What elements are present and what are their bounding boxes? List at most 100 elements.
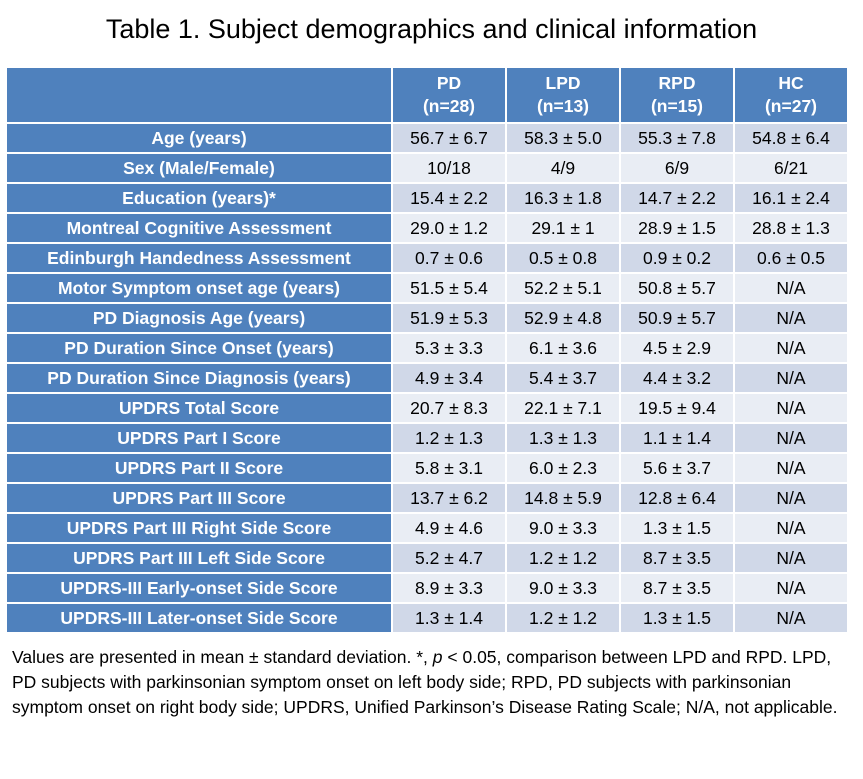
table-row: Motor Symptom onset age (years) 51.5 ± 5.…	[5, 272, 849, 304]
cell-rpd: 8.7 ± 3.5	[619, 572, 735, 604]
cell-pd: 15.4 ± 2.2	[391, 182, 507, 214]
header-rpd: RPD (n=15)	[619, 66, 735, 124]
cell-pd: 5.2 ± 4.7	[391, 542, 507, 574]
header-group-name: PD	[436, 73, 462, 93]
row-label: UPDRS Total Score	[5, 392, 393, 424]
cell-hc: N/A	[733, 332, 849, 364]
cell-lpd: 9.0 ± 3.3	[505, 512, 621, 544]
row-label: PD Duration Since Diagnosis (years)	[5, 362, 393, 394]
row-label: UPDRS Part II Score	[5, 452, 393, 484]
cell-lpd: 52.9 ± 4.8	[505, 302, 621, 334]
table-row: Education (years)* 15.4 ± 2.2 16.3 ± 1.8 14…	[5, 182, 849, 214]
row-label: Montreal Cognitive Assessment	[5, 212, 393, 244]
row-label: UPDRS Part III Right Side Score	[5, 512, 393, 544]
cell-hc: 6/21	[733, 152, 849, 184]
cell-pd: 8.9 ± 3.3	[391, 572, 507, 604]
cell-lpd: 4/9	[505, 152, 621, 184]
header-group-name: LPD	[545, 73, 581, 93]
cell-lpd: 14.8 ± 5.9	[505, 482, 621, 514]
cell-hc: N/A	[733, 482, 849, 514]
cell-hc: 0.6 ± 0.5	[733, 242, 849, 274]
cell-pd: 5.3 ± 3.3	[391, 332, 507, 364]
row-label: Age (years)	[5, 122, 393, 154]
cell-rpd: 14.7 ± 2.2	[619, 182, 735, 214]
demographics-table: PD (n=28) LPD (n=13) RPD (n=15) HC (n=27…	[5, 66, 849, 634]
cell-pd: 51.5 ± 5.4	[391, 272, 507, 304]
cell-hc: N/A	[733, 542, 849, 574]
table-title: Table 1. Subject demographics and clinic…	[105, 14, 758, 44]
cell-pd: 20.7 ± 8.3	[391, 392, 507, 424]
row-label: Edinburgh Handedness Assessment	[5, 242, 393, 274]
cell-rpd: 4.4 ± 3.2	[619, 362, 735, 394]
table-row: UPDRS Total Score 20.7 ± 8.3 22.1 ± 7.1 19.…	[5, 392, 849, 424]
cell-pd: 10/18	[391, 152, 507, 184]
header-hc: HC (n=27)	[733, 66, 849, 124]
header-group-n: (n=27)	[764, 96, 818, 116]
table-row: UPDRS-III Later-onset Side Score 1.3 ± 1.…	[5, 602, 849, 634]
table-row: PD Diagnosis Age (years) 51.9 ± 5.3 52.9 ±…	[5, 302, 849, 334]
cell-pd: 4.9 ± 3.4	[391, 362, 507, 394]
cell-pd: 51.9 ± 5.3	[391, 302, 507, 334]
cell-pd: 1.2 ± 1.3	[391, 422, 507, 454]
cell-rpd: 12.8 ± 6.4	[619, 482, 735, 514]
header-group-n: (n=15)	[650, 96, 704, 116]
table-row: UPDRS Part III Score 13.7 ± 6.2 14.8 ± 5.9…	[5, 482, 849, 514]
header-group-n: (n=28)	[422, 96, 476, 116]
cell-lpd: 1.3 ± 1.3	[505, 422, 621, 454]
cell-pd: 5.8 ± 3.1	[391, 452, 507, 484]
header-group-name: HC	[778, 73, 804, 93]
table-row: UPDRS Part III Right Side Score 4.9 ± 4.6…	[5, 512, 849, 544]
cell-pd: 0.7 ± 0.6	[391, 242, 507, 274]
row-label: Sex (Male/Female)	[5, 152, 393, 184]
table-row: PD Duration Since Onset (years) 5.3 ± 3.3…	[5, 332, 849, 364]
table-row: Age (years) 56.7 ± 6.7 58.3 ± 5.0 55.3 ± 7.…	[5, 122, 849, 154]
table-row: Montreal Cognitive Assessment 29.0 ± 1.2 2…	[5, 212, 849, 244]
cell-hc: 16.1 ± 2.4	[733, 182, 849, 214]
cell-hc: N/A	[733, 422, 849, 454]
cell-lpd: 29.1 ± 1	[505, 212, 621, 244]
cell-hc: 28.8 ± 1.3	[733, 212, 849, 244]
cell-lpd: 6.1 ± 3.6	[505, 332, 621, 364]
cell-rpd: 4.5 ± 2.9	[619, 332, 735, 364]
footnote-p-symbol: p	[432, 647, 443, 667]
cell-rpd: 5.6 ± 3.7	[619, 452, 735, 484]
cell-lpd: 22.1 ± 7.1	[505, 392, 621, 424]
cell-lpd: 1.2 ± 1.2	[505, 542, 621, 574]
header-lpd: LPD (n=13)	[505, 66, 621, 124]
cell-rpd: 8.7 ± 3.5	[619, 542, 735, 574]
cell-rpd: 28.9 ± 1.5	[619, 212, 735, 244]
cell-pd: 56.7 ± 6.7	[391, 122, 507, 154]
cell-hc: N/A	[733, 452, 849, 484]
table-row: UPDRS-III Early-onset Side Score 8.9 ± 3.…	[5, 572, 849, 604]
header-group-n: (n=13)	[536, 96, 590, 116]
cell-rpd: 19.5 ± 9.4	[619, 392, 735, 424]
cell-lpd: 52.2 ± 5.1	[505, 272, 621, 304]
row-label: UPDRS Part I Score	[5, 422, 393, 454]
table-row: UPDRS Part II Score 5.8 ± 3.1 6.0 ± 2.3 5.6…	[5, 452, 849, 484]
cell-rpd: 1.3 ± 1.5	[619, 602, 735, 634]
table-row: PD Duration Since Diagnosis (years) 4.9 ±…	[5, 362, 849, 394]
cell-hc: N/A	[733, 272, 849, 304]
cell-hc: N/A	[733, 362, 849, 394]
row-label: Motor Symptom onset age (years)	[5, 272, 393, 304]
cell-hc: 54.8 ± 6.4	[733, 122, 849, 154]
cell-rpd: 50.8 ± 5.7	[619, 272, 735, 304]
cell-pd: 29.0 ± 1.2	[391, 212, 507, 244]
table-body: Age (years) 56.7 ± 6.7 58.3 ± 5.0 55.3 ± 7.…	[5, 122, 849, 634]
cell-hc: N/A	[733, 392, 849, 424]
cell-hc: N/A	[733, 572, 849, 604]
cell-rpd: 50.9 ± 5.7	[619, 302, 735, 334]
table-row: Sex (Male/Female) 10/18 4/9 6/9 6/21	[5, 152, 849, 184]
table-footnote: Values are presented in mean ± standard …	[12, 645, 852, 720]
cell-rpd: 6/9	[619, 152, 735, 184]
cell-lpd: 5.4 ± 3.7	[505, 362, 621, 394]
row-label: PD Diagnosis Age (years)	[5, 302, 393, 334]
cell-rpd: 1.3 ± 1.5	[619, 512, 735, 544]
cell-lpd: 16.3 ± 1.8	[505, 182, 621, 214]
cell-lpd: 6.0 ± 2.3	[505, 452, 621, 484]
table-row: UPDRS Part I Score 1.2 ± 1.3 1.3 ± 1.3 1.1 …	[5, 422, 849, 454]
row-label: PD Duration Since Onset (years)	[5, 332, 393, 364]
table-row: Edinburgh Handedness Assessment 0.7 ± 0.6…	[5, 242, 849, 274]
cell-rpd: 0.9 ± 0.2	[619, 242, 735, 274]
header-corner-cell	[5, 66, 393, 124]
